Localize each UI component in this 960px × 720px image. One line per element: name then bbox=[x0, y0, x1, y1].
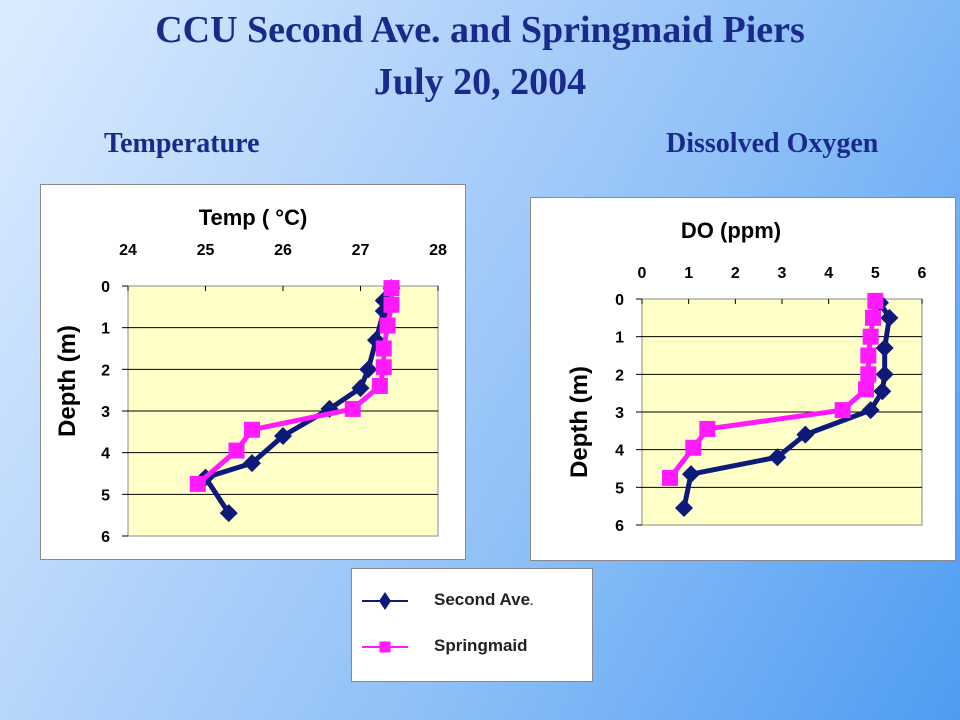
legend-label-springmaid: Springmaid bbox=[434, 636, 528, 655]
data-point-springmaid bbox=[228, 442, 245, 459]
y-tick-label: 1 bbox=[615, 330, 624, 347]
legend: Second Ave. Springmaid bbox=[351, 568, 593, 682]
x-tick-label: 26 bbox=[274, 242, 292, 259]
y-tick-label: 6 bbox=[615, 518, 624, 535]
data-point-second-ave bbox=[274, 427, 292, 445]
do-chart: 0 1 2 3 4 5 6 0 1 2 3 4 5 6 DO (ppm) Depth (m) bbox=[566, 218, 927, 535]
data-point-second-ave bbox=[875, 365, 894, 384]
y-tick-label: 5 bbox=[101, 487, 110, 504]
data-point-springmaid bbox=[699, 420, 716, 437]
data-point-springmaid bbox=[379, 317, 396, 334]
x-axis-title: Temp ( °C) bbox=[199, 205, 308, 230]
x-tick-label: 6 bbox=[918, 265, 927, 282]
data-point-springmaid bbox=[371, 378, 388, 394]
y-tick-label: 0 bbox=[101, 279, 110, 296]
title-line-2: July 20, 2004 bbox=[373, 61, 587, 103]
x-tick-label: 24 bbox=[119, 242, 137, 259]
data-point-springmaid bbox=[685, 439, 702, 456]
x-tick-label: 3 bbox=[778, 265, 787, 282]
x-tick-label: 5 bbox=[871, 265, 880, 282]
data-point-second-ave bbox=[682, 465, 700, 484]
data-point-second-ave bbox=[219, 504, 238, 523]
data-point-springmaid bbox=[860, 347, 877, 364]
x-tick-label: 4 bbox=[824, 265, 833, 282]
title-line-1: CCU Second Ave. and Springmaid Piers bbox=[155, 9, 805, 51]
x-tick-label: 25 bbox=[197, 242, 215, 259]
x-tick-label: 28 bbox=[429, 242, 447, 259]
data-point-second-ave bbox=[243, 454, 261, 473]
data-point-second-ave bbox=[880, 308, 899, 327]
y-tick-label: 0 bbox=[615, 292, 624, 309]
data-point-springmaid bbox=[662, 469, 678, 486]
data-point-second-ave bbox=[675, 499, 693, 518]
y-tick-label: 3 bbox=[101, 404, 110, 421]
y-tick-label: 2 bbox=[615, 367, 624, 384]
dissolved-oxygen-section-heading: Dissolved Oxygen bbox=[666, 128, 879, 159]
data-point-springmaid bbox=[189, 475, 206, 492]
series-line-springmaid bbox=[196, 288, 394, 486]
data-point-second-ave bbox=[796, 425, 815, 444]
y-tick-label: 2 bbox=[101, 362, 110, 379]
temperature-chart-panel: 0 1 2 3 4 5 6 24 25 26 27 28 Temp ( °C) Depth (m) bbox=[40, 184, 466, 560]
temperature-chart: 0 1 2 3 4 5 6 24 25 26 27 28 Temp ( °C) Depth (m) bbox=[54, 205, 447, 546]
y-axis-title: Depth (m) bbox=[566, 366, 593, 478]
data-point-springmaid bbox=[858, 381, 874, 398]
y-tick-label: 6 bbox=[101, 529, 110, 546]
data-point-second-ave bbox=[320, 399, 339, 418]
x-tick-label: 1 bbox=[684, 265, 693, 282]
y-tick-label: 4 bbox=[101, 446, 110, 463]
legend-markers bbox=[362, 592, 408, 653]
data-point-springmaid bbox=[860, 366, 877, 383]
x-tick-label: 0 bbox=[638, 265, 647, 282]
data-point-second-ave bbox=[768, 448, 787, 467]
data-point-springmaid bbox=[375, 340, 392, 357]
data-point-second-ave bbox=[873, 382, 892, 401]
legend-marker-second-ave bbox=[379, 592, 391, 610]
data-point-springmaid bbox=[862, 328, 879, 345]
data-point-springmaid bbox=[867, 292, 884, 309]
x-tick-label: 27 bbox=[352, 242, 370, 259]
y-tick-label: 1 bbox=[101, 321, 110, 338]
data-point-second-ave bbox=[367, 331, 385, 350]
series-line-second-ave bbox=[681, 301, 892, 509]
data-point-second-ave bbox=[351, 379, 370, 398]
legend-marker-springmaid bbox=[379, 641, 391, 653]
data-point-springmaid bbox=[344, 400, 361, 417]
y-tick-label: 4 bbox=[615, 443, 624, 460]
legend-label-second-ave: Second Ave. bbox=[434, 590, 534, 609]
data-point-second-ave bbox=[359, 360, 378, 379]
temperature-section-heading: Temperature bbox=[104, 128, 260, 159]
y-tick-label: 3 bbox=[615, 405, 624, 422]
data-point-springmaid bbox=[865, 309, 881, 326]
data-point-springmaid bbox=[383, 280, 400, 297]
data-point-springmaid bbox=[244, 421, 260, 438]
data-point-springmaid bbox=[834, 402, 851, 419]
y-axis-title: Depth (m) bbox=[54, 325, 81, 437]
data-point-springmaid bbox=[375, 359, 392, 376]
data-point-second-ave bbox=[875, 338, 894, 357]
data-point-second-ave bbox=[861, 401, 880, 420]
y-tick-label: 5 bbox=[615, 480, 624, 497]
x-axis-title: DO (ppm) bbox=[681, 218, 781, 243]
x-tick-label: 2 bbox=[731, 265, 740, 282]
do-chart-panel: 0 1 2 3 4 5 6 0 1 2 3 4 5 6 DO (ppm) Depth (m) bbox=[530, 197, 956, 561]
data-point-springmaid bbox=[383, 296, 400, 313]
